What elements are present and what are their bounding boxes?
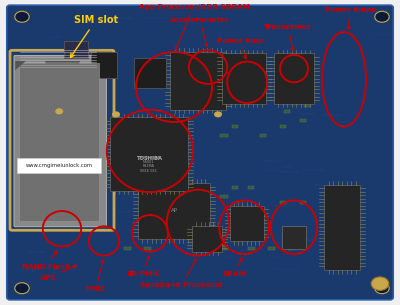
Bar xyxy=(110,117,188,191)
Circle shape xyxy=(375,283,389,294)
Bar xyxy=(282,226,306,249)
Bar xyxy=(222,53,266,104)
Bar xyxy=(248,186,254,189)
Text: www.cmgimeiunlock.com: www.cmgimeiunlock.com xyxy=(26,163,93,168)
Bar xyxy=(170,52,226,110)
Bar xyxy=(220,246,228,250)
Bar xyxy=(134,58,166,88)
Circle shape xyxy=(15,283,29,294)
Bar xyxy=(64,41,88,58)
Bar xyxy=(124,247,131,250)
Circle shape xyxy=(371,277,389,290)
Text: Accelerometer: Accelerometer xyxy=(170,17,230,46)
Bar xyxy=(19,63,99,221)
Circle shape xyxy=(15,11,29,22)
Text: TOSHIBA: TOSHIBA xyxy=(136,156,162,161)
Bar xyxy=(248,247,255,250)
Bar xyxy=(232,186,238,189)
Circle shape xyxy=(55,108,63,114)
FancyBboxPatch shape xyxy=(10,50,114,230)
Bar xyxy=(192,226,222,252)
Text: NAND Flash: NAND Flash xyxy=(22,251,70,270)
Text: TX19RD3QA
NS001
F41MA
0B1E 0E1: TX19RD3QA NS001 F41MA 0B1E 0E1 xyxy=(138,155,160,173)
Text: SRAM: SRAM xyxy=(222,258,246,277)
FancyBboxPatch shape xyxy=(14,56,106,227)
Circle shape xyxy=(112,111,120,117)
Bar xyxy=(288,247,295,250)
Text: BaseBand Processor: BaseBand Processor xyxy=(140,259,224,288)
Bar xyxy=(45,61,79,93)
Bar xyxy=(300,201,306,204)
Bar xyxy=(300,119,306,122)
Bar xyxy=(138,183,210,239)
Bar xyxy=(220,195,228,198)
Bar xyxy=(274,53,314,104)
Text: BB-PMIC: BB-PMIC xyxy=(127,256,161,277)
Bar xyxy=(220,134,228,137)
Bar xyxy=(144,247,151,250)
Text: Power Amps: Power Amps xyxy=(325,7,375,30)
Text: GPS: GPS xyxy=(40,265,76,281)
Bar xyxy=(280,125,286,128)
Circle shape xyxy=(375,11,389,22)
Text: Power Amp: Power Amp xyxy=(217,38,263,59)
FancyBboxPatch shape xyxy=(17,158,101,173)
Bar xyxy=(260,134,266,137)
Bar xyxy=(304,104,310,107)
Text: Transceiver: Transceiver xyxy=(264,24,312,51)
Text: AP: AP xyxy=(170,208,178,213)
FancyBboxPatch shape xyxy=(7,5,393,300)
Bar xyxy=(324,185,360,270)
Bar xyxy=(256,235,262,238)
Bar xyxy=(232,235,238,238)
Polygon shape xyxy=(15,61,26,70)
Bar xyxy=(230,206,264,241)
Text: PMIC: PMIC xyxy=(86,260,106,292)
Bar xyxy=(232,125,238,128)
Bar xyxy=(268,247,275,250)
Bar xyxy=(91,52,117,78)
Bar xyxy=(284,110,290,113)
Text: SIM slot: SIM slot xyxy=(70,15,118,57)
Text: App Processor/DDR SDRAM: App Processor/DDR SDRAM xyxy=(138,4,250,50)
Bar xyxy=(280,201,286,204)
Circle shape xyxy=(214,111,222,117)
